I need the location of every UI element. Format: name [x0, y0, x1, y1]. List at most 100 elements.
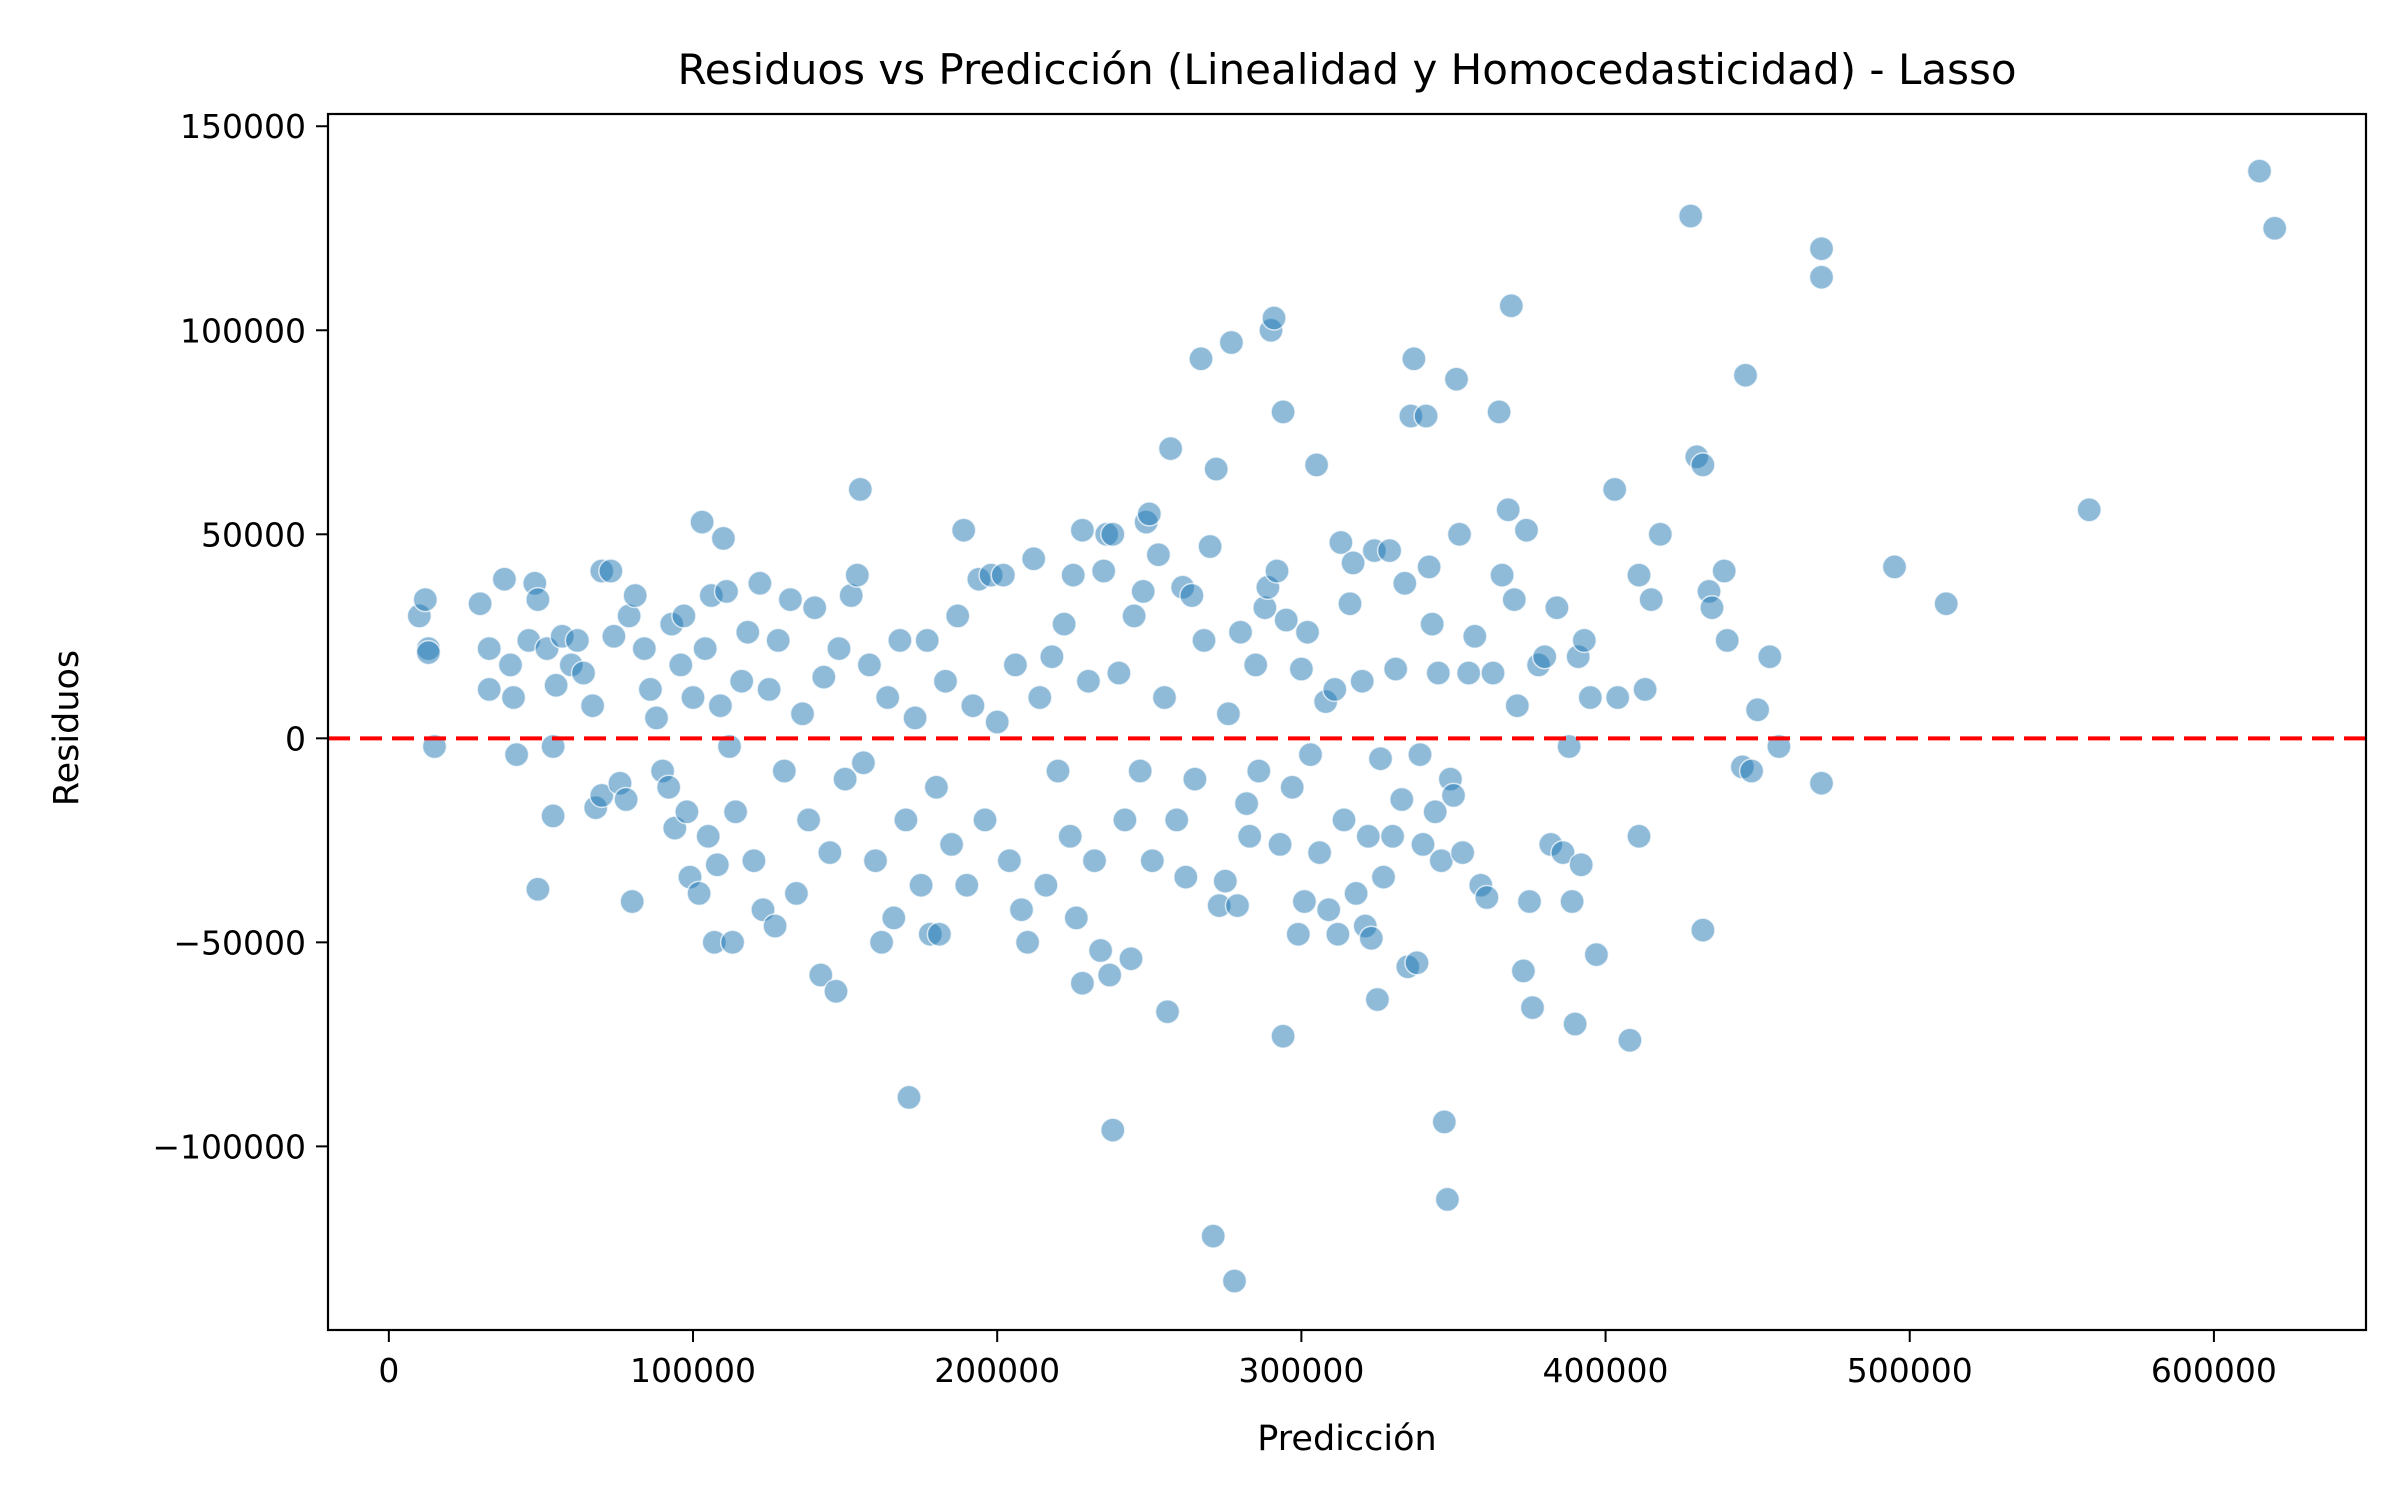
data-point	[747, 570, 773, 597]
data-point	[856, 652, 883, 678]
x-tick-label: 200000	[934, 1351, 1060, 1390]
data-point	[1881, 554, 1908, 580]
data-point	[631, 635, 658, 662]
data-point	[1562, 1011, 1588, 1037]
data-point	[622, 582, 648, 609]
data-point	[1297, 741, 1324, 768]
data-point	[1449, 839, 1476, 866]
data-point	[771, 758, 798, 784]
data-point	[1510, 958, 1537, 984]
data-point	[1808, 235, 1835, 262]
data-point	[1583, 941, 1610, 968]
data-point	[960, 692, 986, 719]
x-tick-label: 400000	[1543, 1351, 1669, 1390]
data-point	[613, 786, 639, 813]
y-tick-label: −100000	[152, 1127, 306, 1166]
data-point	[844, 562, 871, 588]
data-point	[525, 876, 551, 903]
data-point	[1516, 888, 1543, 915]
data-point	[1215, 701, 1242, 727]
data-point	[823, 978, 849, 1005]
data-point	[1617, 1027, 1643, 1054]
data-point	[1349, 668, 1375, 694]
data-point	[1130, 578, 1156, 605]
data-point	[1315, 896, 1342, 923]
data-point	[984, 709, 1010, 735]
data-point	[874, 684, 901, 711]
data-point	[1096, 962, 1123, 988]
data-point	[1480, 660, 1506, 686]
x-tick-label: 300000	[1238, 1351, 1364, 1390]
data-point	[1647, 521, 1674, 548]
data-point	[1443, 366, 1470, 392]
data-point	[862, 847, 889, 874]
data-point	[1157, 435, 1184, 462]
data-point	[1145, 541, 1172, 568]
data-point	[1285, 921, 1312, 947]
data-point	[1322, 676, 1348, 703]
data-point	[1182, 766, 1208, 792]
data-point	[801, 594, 828, 621]
data-point	[1127, 758, 1153, 784]
data-point	[1008, 896, 1035, 923]
data-point	[1486, 399, 1512, 425]
data-point	[1601, 476, 1628, 503]
data-point	[1033, 872, 1059, 898]
data-point	[1714, 627, 1740, 654]
plot-area-frame	[326, 112, 2368, 1332]
data-point	[944, 603, 971, 629]
data-point	[1081, 847, 1108, 874]
data-point	[1577, 684, 1604, 711]
data-point	[707, 692, 734, 719]
data-point	[1382, 656, 1409, 682]
data-point	[1325, 921, 1351, 947]
x-tick-label: 100000	[630, 1351, 756, 1390]
data-point	[1270, 399, 1296, 425]
data-point	[1519, 994, 1546, 1021]
data-point	[1233, 790, 1260, 817]
data-point	[1264, 558, 1290, 584]
data-point	[415, 639, 442, 666]
data-point	[1440, 782, 1467, 809]
y-axis-label: Residuos	[47, 650, 87, 806]
data-point	[996, 847, 1023, 874]
data-point	[619, 888, 645, 915]
data-point	[1224, 892, 1251, 919]
data-point	[1358, 925, 1385, 952]
data-point	[598, 558, 624, 584]
data-point	[1303, 452, 1330, 478]
data-point	[1343, 880, 1369, 907]
data-point	[972, 807, 998, 833]
data-point	[476, 635, 502, 662]
x-tick-label: 600000	[2151, 1351, 2277, 1390]
data-point	[1075, 668, 1102, 694]
data-point	[668, 652, 694, 678]
data-point	[692, 635, 718, 662]
data-point	[1340, 550, 1366, 576]
data-point	[1419, 611, 1445, 637]
chart-title: Residuos vs Predicción (Linealidad y Hom…	[677, 45, 2016, 94]
data-point	[832, 766, 858, 792]
data-point	[1057, 823, 1083, 850]
data-point	[1401, 346, 1427, 372]
data-point	[1808, 264, 1835, 290]
data-point	[1550, 839, 1576, 866]
data-point	[1328, 529, 1354, 556]
data-point	[1431, 1109, 1458, 1135]
x-tick-label: 500000	[1847, 1351, 1973, 1390]
data-point	[1163, 807, 1190, 833]
data-point	[674, 799, 700, 825]
data-point	[1203, 456, 1229, 482]
data-point	[881, 905, 907, 931]
data-point	[1173, 864, 1199, 890]
data-point	[887, 627, 913, 654]
data-point	[1732, 362, 1759, 388]
data-point	[476, 676, 502, 703]
data-point	[1179, 582, 1205, 609]
data-point	[808, 962, 834, 988]
data-point	[1069, 517, 1096, 543]
data-point	[2076, 497, 2102, 523]
data-point	[741, 847, 767, 874]
data-point	[950, 517, 977, 543]
